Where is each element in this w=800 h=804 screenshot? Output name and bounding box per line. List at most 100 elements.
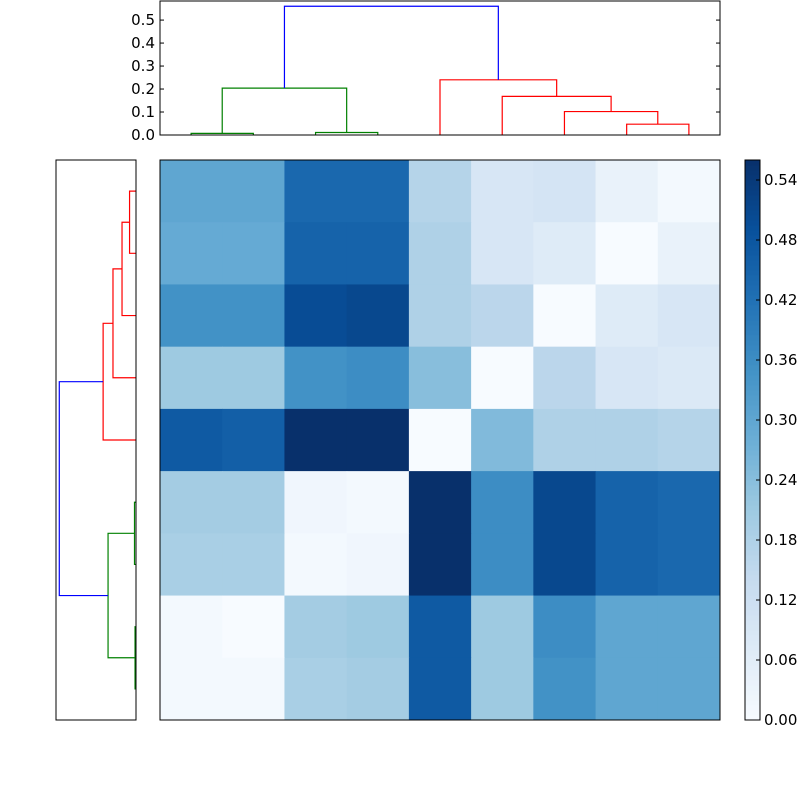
colorbar-segment	[745, 180, 760, 186]
heatmap-cell	[595, 657, 659, 721]
heatmap-cell	[346, 533, 410, 597]
heatmap-cell	[533, 222, 597, 285]
colorbar-segment	[745, 435, 760, 441]
colorbar-segment	[745, 290, 760, 296]
colorbar-segment	[745, 605, 760, 611]
heatmap-cell	[346, 657, 410, 721]
colorbar-segment	[745, 355, 760, 361]
colorbar-segment	[745, 495, 760, 501]
colorbar-segment	[745, 455, 760, 461]
heatmap-cell	[471, 284, 534, 348]
colorbar-segment	[745, 375, 760, 381]
heatmap	[159, 159, 721, 721]
heatmap-cell	[222, 471, 285, 534]
colorbar-segment	[745, 370, 760, 376]
colorbar-segment	[745, 240, 760, 246]
heatmap-cell	[284, 222, 348, 285]
heatmap-cell	[222, 657, 285, 721]
colorbar-segment	[745, 555, 760, 561]
heatmap-cell	[657, 657, 721, 721]
colorbar-segment	[745, 540, 760, 546]
colorbar-segment	[745, 225, 760, 231]
colorbar-segment	[745, 665, 760, 671]
heatmap-cell	[657, 284, 721, 348]
heatmap-cell	[346, 160, 410, 223]
colorbar-segment	[745, 185, 760, 191]
heatmap-cell	[657, 533, 721, 597]
colorbar-segment	[745, 265, 760, 271]
colorbar-segment	[745, 705, 760, 711]
heatmap-cell	[222, 595, 285, 659]
colorbar-segment	[745, 580, 760, 586]
dendrogram-link-6	[439, 79, 558, 135]
colorbar-tick-label: 0.36	[764, 351, 797, 369]
colorbar-tick-label: 0.18	[764, 531, 797, 549]
colorbar-segment	[745, 260, 760, 266]
colorbar-segment	[745, 695, 760, 701]
colorbar-segment	[745, 575, 760, 581]
colorbar-segment	[745, 220, 760, 226]
colorbar-segment	[745, 200, 760, 206]
y-tick-label: 0.5	[131, 11, 155, 29]
colorbar-segment	[745, 715, 760, 721]
heatmap-cell	[657, 346, 721, 410]
colorbar-segment	[745, 710, 760, 716]
colorbar-segment	[745, 500, 760, 506]
colorbar-segment	[745, 320, 760, 326]
dendrogram-link-7	[58, 381, 109, 597]
heatmap-cell	[471, 346, 534, 410]
colorbar-segment	[745, 425, 760, 431]
colorbar-segment	[745, 360, 760, 366]
heatmap-cell	[408, 284, 472, 348]
colorbar-segment	[745, 275, 760, 281]
heatmap-cell	[657, 408, 721, 472]
colorbar-segment	[745, 570, 760, 576]
colorbar-segment	[745, 565, 760, 571]
heatmap-cell	[222, 222, 285, 285]
heatmap-cell	[222, 160, 285, 223]
heatmap-cell	[657, 160, 721, 223]
heatmap-cell	[346, 222, 410, 285]
heatmap-cell	[160, 595, 223, 659]
colorbar-segment	[745, 645, 760, 651]
colorbar-segment	[745, 505, 760, 511]
colorbar-segment	[745, 235, 760, 241]
heatmap-cell	[533, 284, 597, 348]
colorbar-segment	[745, 535, 760, 541]
colorbar-segment	[745, 330, 760, 336]
dendrogram-link-7	[283, 5, 499, 89]
colorbar-segment	[745, 660, 760, 666]
left-dendrogram	[55, 159, 137, 721]
colorbar-segment	[745, 210, 760, 216]
heatmap-cell	[408, 595, 472, 659]
colorbar-segment	[745, 690, 760, 696]
colorbar-segment	[745, 285, 760, 291]
y-tick-label: 0.0	[131, 126, 155, 144]
heatmap-cell	[595, 284, 659, 348]
dendrogram-link-4	[563, 110, 659, 135]
heatmap-cell	[346, 284, 410, 348]
heatmap-cell	[284, 657, 348, 721]
colorbar-segment	[745, 335, 760, 341]
colorbar-segment	[745, 700, 760, 706]
heatmap-cell	[657, 471, 721, 534]
colorbar-segment	[745, 635, 760, 641]
heatmap-cell	[595, 160, 659, 223]
heatmap-cell	[533, 533, 597, 597]
heatmap-cell	[160, 160, 223, 223]
heatmap-cell	[284, 595, 348, 659]
colorbar-segment	[745, 465, 760, 471]
heatmap-cell	[533, 408, 597, 472]
colorbar-segment	[745, 175, 760, 181]
colorbar-segment	[745, 670, 760, 676]
heatmap-cell	[408, 408, 472, 472]
colorbar-tick-label: 0.12	[764, 591, 797, 609]
colorbar-segment	[745, 530, 760, 536]
colorbar-segment	[745, 480, 760, 486]
heatmap-cell	[595, 408, 659, 472]
heatmap-cell	[471, 657, 534, 721]
colorbar-segment	[745, 170, 760, 176]
colorbar-segment	[745, 475, 760, 481]
colorbar-segment	[745, 445, 760, 451]
left-dendrogram-frame	[55, 159, 137, 721]
